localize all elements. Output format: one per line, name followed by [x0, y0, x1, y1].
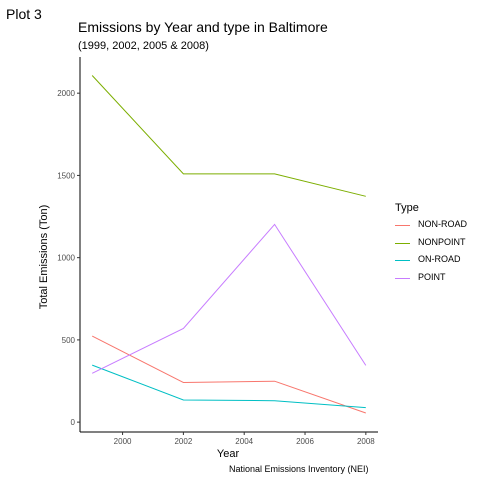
series-line-point — [91, 223, 367, 374]
legend-label: POINT — [418, 271, 446, 282]
legend-swatch — [395, 277, 410, 279]
legend-item-on-road: ON-ROAD — [395, 253, 479, 269]
y-tick-label: 500 — [62, 336, 76, 345]
chart-title: Emissions by Year and type in Baltimore — [78, 19, 328, 35]
legend-swatch — [395, 225, 410, 226]
legend-item-non-road: NON-ROAD — [395, 218, 479, 234]
x-tick-label: 2006 — [296, 437, 314, 446]
chart-subtitle: (1999, 2002, 2005 & 2008) — [78, 40, 209, 52]
legend-title: Type — [395, 202, 419, 214]
legend-label: ON-ROAD — [418, 254, 461, 264]
series-line-on-road — [92, 364, 366, 409]
y-tick-label: 0 — [71, 418, 76, 427]
x-tick-label: 2002 — [174, 437, 192, 446]
y-tick-label: 2000 — [57, 89, 75, 98]
legend-label: NON-ROAD — [418, 219, 467, 229]
y-tick-label: 1000 — [57, 254, 75, 263]
chart-caption: National Emissions Inventory (NEI) — [229, 464, 369, 474]
series-line-non-road — [91, 335, 366, 414]
legend-item-point: POINT — [395, 271, 479, 287]
series-line-nonpoint — [91, 75, 366, 197]
y-tick-label: 1500 — [57, 171, 75, 180]
legend-label: NONPOINT — [418, 236, 466, 247]
legend-swatch — [395, 260, 410, 261]
x-tick-label: 2008 — [357, 437, 375, 446]
x-tick-label: 2004 — [235, 437, 253, 446]
x-tick-label: 2000 — [114, 437, 132, 446]
y-axis-label: Total Emissions (Ton) — [38, 205, 50, 310]
x-axis-label: Year — [217, 448, 240, 460]
plot-tag: Plot 3 — [6, 6, 42, 22]
legend-item-nonpoint: NONPOINT — [395, 236, 479, 252]
legend-swatch — [395, 242, 410, 244]
